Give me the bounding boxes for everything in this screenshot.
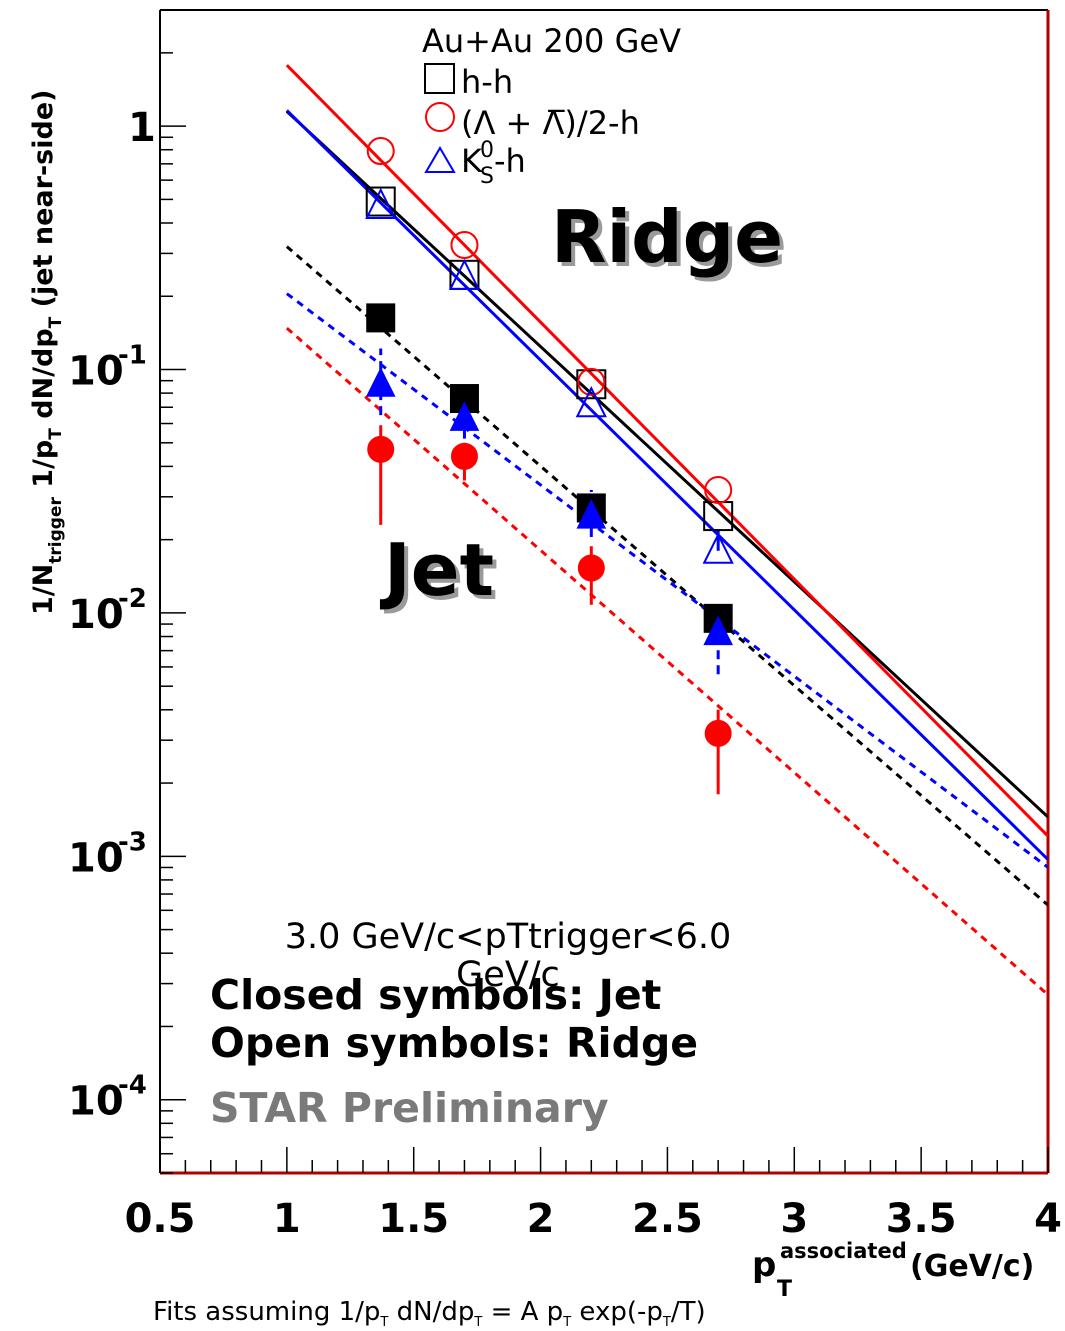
ylabel-sub1: trigger	[46, 497, 66, 564]
x-axis-title: p	[752, 1245, 776, 1285]
marker-square	[365, 186, 396, 217]
ridge-label-shadow: Ridge	[555, 199, 787, 283]
jet-label-shadow: Jet	[383, 532, 498, 616]
marker-triangle	[703, 615, 733, 646]
ylabel-part2: 1/p	[28, 440, 59, 497]
data-points	[365, 137, 734, 747]
fit-lines	[285, 64, 1048, 996]
ylabel-part1: 1/N	[28, 564, 59, 615]
fit-cap-2: dN/dp	[388, 1297, 474, 1327]
ylabel-sub2: T	[46, 428, 66, 440]
x-tick-label: 0.5	[125, 1196, 196, 1242]
fit-cap-1: T	[379, 1315, 388, 1330]
marker-square	[576, 369, 607, 400]
fit-line	[285, 110, 1048, 819]
xlabel-main: p	[752, 1245, 776, 1285]
fit-line	[285, 64, 1048, 838]
x-axis-sub: T	[777, 1277, 792, 1302]
marker-circle	[450, 442, 478, 470]
ylabel-sub3: T	[46, 316, 66, 328]
marker-square	[366, 303, 396, 333]
plot-frame	[159, 9, 1050, 1175]
fit-line	[285, 245, 1048, 907]
y-tick-label: 10	[68, 592, 124, 638]
x-tick-label: 4	[1034, 1196, 1062, 1242]
marker-triangle	[702, 532, 734, 564]
fit-line	[285, 109, 1048, 861]
legend-k0s-tail: -h	[494, 142, 526, 180]
legend-triangle-icon	[424, 146, 456, 173]
y-tick-label: 10	[68, 1079, 124, 1125]
x-tick-label: 2	[527, 1196, 555, 1242]
y-tick-exponent: -1	[118, 341, 147, 371]
ridge-label: Ridge	[551, 195, 783, 279]
marker-triangle	[365, 367, 396, 397]
y-tick-exponent: -4	[118, 1071, 147, 1101]
y-axis-title: 1/Ntrigger 1/pT dN/dpT (jet near-side)	[28, 90, 66, 615]
legend-square-icon	[424, 63, 455, 94]
x-tick-label: 2.5	[632, 1196, 703, 1242]
marker-circle	[704, 719, 732, 747]
axis-ticks	[159, 9, 1049, 1174]
ylabel-part4: (jet near-side)	[28, 90, 59, 317]
marker-circle	[577, 367, 606, 396]
trigger-range-text: 3.0 GeV/c<pTtrigger<6.0 GeV/c	[284, 918, 732, 995]
x-tick-labels: 0.5 1 1.5 2 2.5 3 3.5 4	[125, 1196, 1062, 1242]
marker-circle	[367, 435, 395, 463]
legend-k0s-base: K	[461, 142, 483, 180]
marker-triangle	[449, 401, 480, 431]
closed-symbols-note: Closed symbols: Jet	[210, 971, 661, 1019]
jet-label: Jet	[379, 528, 494, 612]
marker-triangle	[575, 386, 607, 418]
y-tick-label: 1	[128, 105, 156, 151]
trigger-range-box: 3.0 GeV/c<pTtrigger<6.0 GeV/c	[284, 918, 732, 995]
y-tick-exponent: -2	[118, 584, 147, 614]
fit-caption: Fits assuming 1/pT dN/dpT = A pT exp(-pT…	[153, 1297, 706, 1330]
fit-line	[285, 292, 1048, 869]
marker-triangle	[448, 258, 481, 290]
marker-circle	[450, 230, 479, 259]
fit-cap-8: /T)	[671, 1297, 706, 1327]
legend-k0s-sub: S	[480, 164, 494, 189]
legend: Au+Au 200 GeV h-h (Λ + Λ̅)/2-h K0 S-h	[422, 22, 681, 189]
x-axis-unit: (GeV/c)	[910, 1249, 1034, 1284]
legend-entry-lambda: (Λ + Λ̅)/2-h	[461, 104, 640, 142]
marker-triangle	[576, 498, 607, 529]
y-tick-label: 10	[68, 349, 124, 395]
ylabel-part3: dN/dp	[28, 328, 59, 428]
x-axis-sup: associated	[780, 1239, 907, 1263]
legend-entry-hh: h-h	[461, 63, 513, 101]
fit-cap-5: T	[562, 1315, 571, 1330]
x-tick-label: 3	[780, 1196, 808, 1242]
fit-cap-3: T	[473, 1315, 482, 1330]
y-tick-exponent: -3	[118, 827, 147, 857]
fit-line	[285, 326, 1048, 996]
marker-circle	[577, 554, 605, 582]
fit-cap-6: exp(-p	[571, 1297, 663, 1327]
star-preliminary: STAR Preliminary	[210, 1084, 609, 1132]
fit-cap-0: Fits assuming 1/p	[153, 1297, 380, 1327]
fit-cap-4: = A p	[482, 1297, 563, 1327]
y-tick-label: 10	[68, 835, 124, 881]
legend-k0s-sup: 0	[480, 138, 494, 163]
x-tick-label: 3.5	[886, 1196, 957, 1242]
y-tick-labels: 110-110-210-310-4	[68, 105, 156, 1125]
open-symbols-note: Open symbols: Ridge	[210, 1019, 698, 1067]
fit-cap-7: T	[662, 1315, 671, 1330]
marker-circle	[366, 137, 395, 166]
marker-circle	[704, 475, 733, 504]
legend-header: Au+Au 200 GeV	[422, 22, 681, 60]
legend-entry-k0s: K0 S-h	[461, 138, 526, 189]
marker-triangle	[365, 187, 397, 219]
legend-circle-icon	[425, 102, 455, 132]
x-tick-label: 1.5	[378, 1196, 449, 1242]
x-tick-label: 1	[273, 1196, 301, 1242]
